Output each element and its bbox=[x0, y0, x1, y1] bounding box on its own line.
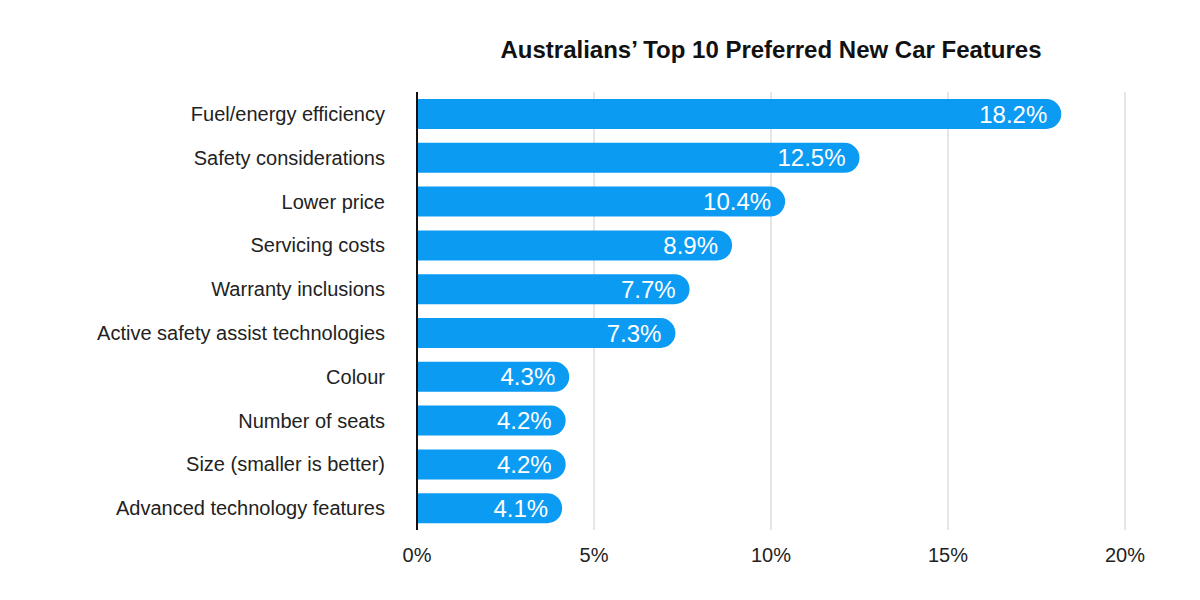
html-text:Australians’ Top 10 Preferred: Australians’ Top 10 Preferred New Car Fe… bbox=[500, 36, 1042, 63]
svg-text:5%: 5% bbox=[580, 544, 609, 566]
svg-text:Size (smaller is better): Size (smaller is better) bbox=[186, 453, 385, 475]
svg-text:4.3%: 4.3% bbox=[501, 363, 556, 390]
svg-text:18.2%: 18.2% bbox=[979, 101, 1047, 128]
svg-text:Safety considerations: Safety considerations bbox=[194, 147, 385, 169]
svg-text:4.2%: 4.2% bbox=[497, 451, 552, 478]
svg-text:Colour: Colour bbox=[326, 366, 385, 388]
svg-text:0%: 0% bbox=[403, 544, 432, 566]
svg-text:8.9%: 8.9% bbox=[663, 232, 718, 259]
svg-text:Lower price: Lower price bbox=[282, 191, 385, 213]
svg-text:12.5%: 12.5% bbox=[777, 144, 845, 171]
svg-text:Servicing costs: Servicing costs bbox=[251, 234, 386, 256]
svg-text:Fuel/energy efficiency: Fuel/energy efficiency bbox=[191, 103, 385, 125]
svg-text:Number of seats: Number of seats bbox=[238, 410, 385, 432]
svg-text:20%: 20% bbox=[1105, 544, 1145, 566]
svg-text:4.2%: 4.2% bbox=[497, 407, 552, 434]
svg-text:Warranty inclusions: Warranty inclusions bbox=[211, 278, 385, 300]
svg-text:Advanced technology features: Advanced technology features bbox=[116, 497, 385, 519]
svg-text:4.1%: 4.1% bbox=[493, 495, 548, 522]
svg-text:10.4%: 10.4% bbox=[703, 188, 771, 215]
svg-text:15%: 15% bbox=[928, 544, 968, 566]
svg-text:7.3%: 7.3% bbox=[607, 320, 662, 347]
svg-text:7.7%: 7.7% bbox=[621, 276, 676, 303]
svg-text:Active safety assist technolog: Active safety assist technologies bbox=[97, 322, 385, 344]
svg-text:10%: 10% bbox=[751, 544, 791, 566]
